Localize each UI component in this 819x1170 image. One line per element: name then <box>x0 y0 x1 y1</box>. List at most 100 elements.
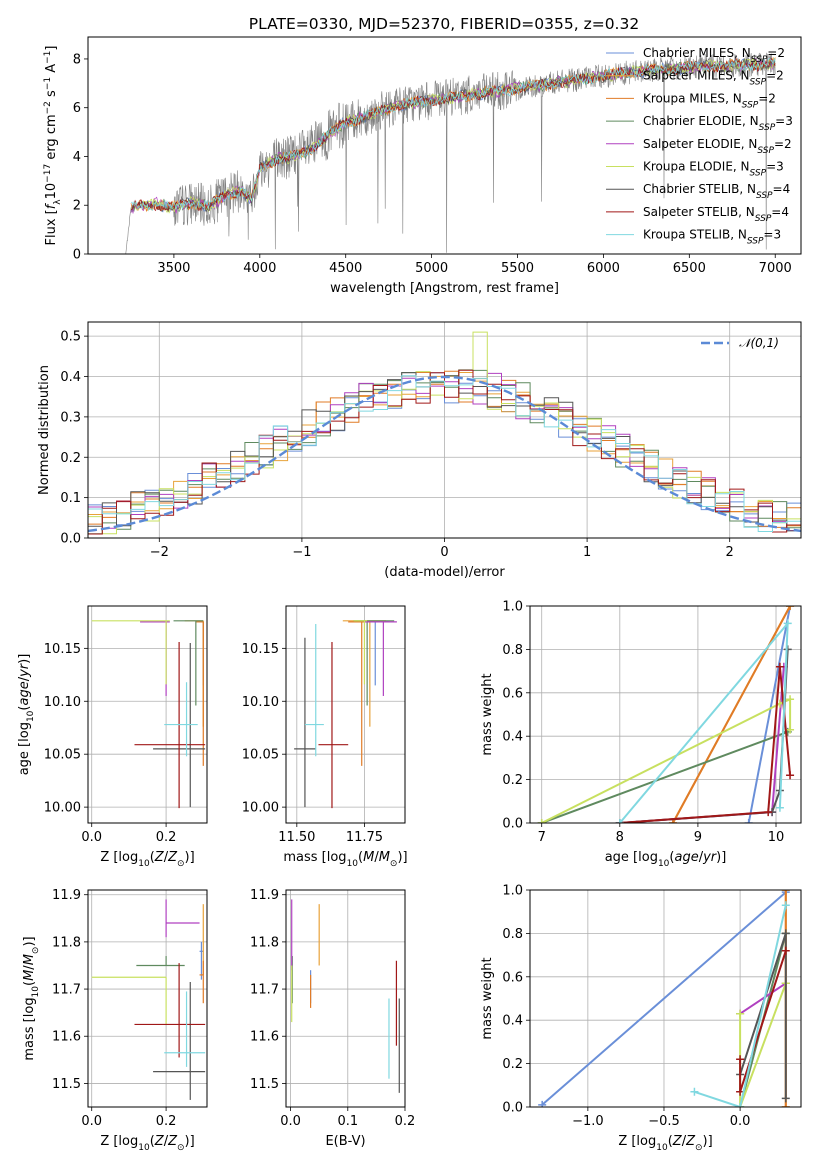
axes-frame <box>285 889 406 1108</box>
errorbar-point-5 <box>91 620 170 685</box>
weight-marker <box>781 901 790 910</box>
weight-series-4 <box>615 662 788 823</box>
x-tick-label: 5000 <box>415 261 448 276</box>
y-tick-label: 10.05 <box>44 748 81 763</box>
y-tick-label: 0.8 <box>502 927 523 942</box>
x-tick-label: 0.0 <box>81 830 102 845</box>
legend-entry-nssp: 3 <box>773 228 781 242</box>
x-tick-label: 0.0 <box>280 1114 301 1129</box>
errorbar-point-6 <box>153 981 206 1100</box>
y-tick-label: 8 <box>73 52 81 67</box>
legend-entry: Chabrier MILES, NSSP=2 <box>643 46 785 65</box>
y-tick-label: 0.2 <box>60 451 81 466</box>
plot-area-weight_vs_Z <box>538 890 790 1107</box>
legend-entry-nssp: 4 <box>783 182 791 196</box>
y-tick-label: 4 <box>73 150 81 165</box>
weight-marker <box>764 808 773 817</box>
panel-mass_vs_ebv: 0.0 0.1 0.2 11.5 11.6 11.7 11.8 11.9 E(B-V) <box>250 888 415 1149</box>
weight-marker <box>538 1100 547 1107</box>
legend-entry-name: Salpeter STELIB <box>643 205 738 219</box>
y-tick-label: 6 <box>73 101 81 116</box>
y-tick-label: 0.6 <box>502 686 523 701</box>
y-tick-label: 0.0 <box>502 817 523 832</box>
panel-age_vs_mass: 11.50 11.75 10.00 10.05 10.10 10.15 mass [log1… <box>242 605 408 869</box>
errorbar-point-1 <box>184 620 204 727</box>
x-tick-label: 7 <box>538 830 546 845</box>
y-tick-label: 11.6 <box>52 1030 81 1045</box>
y-tick-label: 10.05 <box>242 748 279 763</box>
y-tick-label: 11.8 <box>250 935 279 950</box>
weight-marker <box>781 929 790 938</box>
figure-title: PLATE=0330, MJD=52370, FIBERID=0355, z=0… <box>249 15 639 33</box>
weight-marker <box>783 619 792 628</box>
x-tick-label: 11.75 <box>346 830 383 845</box>
y-tick-label: 2 <box>73 199 81 214</box>
weight-line <box>619 666 792 823</box>
weight-line <box>739 982 787 1107</box>
x-tick-label: 10 <box>768 830 785 845</box>
x-tick-label: 0.0 <box>81 1114 102 1129</box>
histogram-step-7 <box>88 369 801 535</box>
errorbar-point-3 <box>173 620 204 706</box>
errorbar-point-7 <box>318 641 349 809</box>
legend-entry: Salpeter STELIB, NSSP=4 <box>643 205 789 224</box>
y-tick-label: 0.4 <box>60 370 81 385</box>
panel-mass_vs_Z: 0.0 0.2 11.5 11.6 11.7 11.8 11.9 Z [log10(Z/Z⊙)… <box>22 888 208 1153</box>
x-tick-label: 8 <box>616 830 624 845</box>
x-axis-label: wavelength [Angstrom, rest frame] <box>330 281 559 296</box>
weight-line <box>747 606 792 823</box>
legend-entry-name: Kroupa STELIB <box>643 228 730 242</box>
x-tick-label: 0.2 <box>156 1114 177 1129</box>
errorbar-point-0 <box>199 941 204 980</box>
errorbar-point-4 <box>140 621 170 696</box>
legend-entry: Salpeter MILES, NSSP=2 <box>643 69 784 88</box>
panel-weight_vs_age: 7 8 9 10 0.0 0.2 0.4 0.6 0.8 1.0 age [log10(age/yr… <box>480 600 802 869</box>
x-tick-label: 11.50 <box>278 830 315 845</box>
errorbar-point-8 <box>304 623 324 757</box>
weight-series-7 <box>615 662 795 823</box>
x-tick-label: 6000 <box>587 261 620 276</box>
errorbar-point-7 <box>134 963 206 1058</box>
legend-entry: Chabrier STELIB, NSSP=4 <box>643 182 790 201</box>
plot-area-age_vs_mass <box>294 620 397 809</box>
legend-entry: Kroupa MILES, NSSP=2 <box>643 91 776 110</box>
y-tick-label: 0 <box>73 248 81 263</box>
weight-marker <box>781 946 790 955</box>
weight-series-8 <box>615 619 792 823</box>
y-axis-label: Flux [fλ10−17 erg cm−2 s−1 A−1] <box>43 46 63 246</box>
weight-series-3 <box>537 727 792 823</box>
y-tick-label: 0.8 <box>502 643 523 658</box>
plot-area-spectrum <box>125 52 776 254</box>
legend-entry: Kroupa STELIB, NSSP=3 <box>643 228 781 247</box>
legend-entry-nssp: 2 <box>776 69 784 83</box>
weight-series-8 <box>690 901 790 1107</box>
weight-marker <box>668 819 677 823</box>
x-tick-label: 3500 <box>157 261 190 276</box>
x-tick-label: −2 <box>150 545 169 560</box>
errorbar-point-8 <box>164 682 198 757</box>
weight-line <box>672 606 791 823</box>
y-tick-label: 0.3 <box>60 410 81 425</box>
plots: 3500 4000 4500 5000 5500 6000 6500 7000 0 2 4 6 8 wav… <box>17 36 802 1153</box>
y-tick-label: 11.7 <box>52 983 81 998</box>
weight-marker <box>781 1094 790 1103</box>
y-tick-label: 11.5 <box>250 1077 279 1092</box>
axes-frame <box>529 605 802 824</box>
weight-line <box>541 891 787 1106</box>
legend-entry-nssp: 2 <box>768 91 776 105</box>
y-tick-label: 1.0 <box>502 600 523 615</box>
errorbar-point-5 <box>353 620 368 685</box>
y-tick-label: 11.9 <box>52 888 81 903</box>
errorbar-point-2 <box>199 960 204 1004</box>
errorbar-point-4 <box>364 621 397 696</box>
legend-entry-name: Kroupa ELODIE <box>643 160 733 174</box>
y-tick-label: 10.15 <box>44 642 81 657</box>
weight-marker <box>736 1009 745 1018</box>
observed-spectrum-line <box>125 52 776 254</box>
y-tick-label: 10.10 <box>242 695 279 710</box>
y-tick-label: 10.00 <box>44 801 81 816</box>
x-tick-label: 0.2 <box>156 830 177 845</box>
weight-marker <box>781 890 790 894</box>
plot-area-mass_vs_ebv <box>291 899 400 1093</box>
x-tick-label: 4500 <box>329 261 362 276</box>
